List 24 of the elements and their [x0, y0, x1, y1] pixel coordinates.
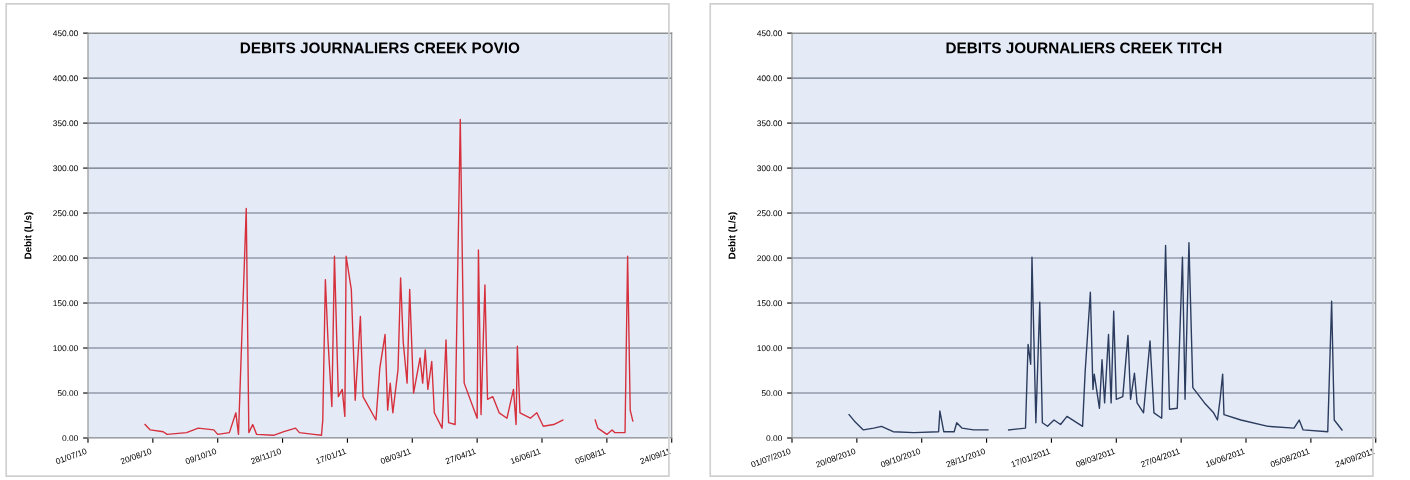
y-tick-label: 400.00	[52, 75, 78, 82]
y-tick-label: 200.00	[53, 255, 78, 262]
y-axis-title: Debit (L/s)	[24, 212, 34, 259]
y-tick-label: 0.00	[62, 435, 78, 442]
y-tick-label: 250.00	[53, 210, 78, 217]
y-tick-label: 300.00	[757, 165, 782, 172]
y-tick-label: 450.00	[52, 30, 78, 37]
y-tick-label: 300.00	[53, 165, 78, 172]
y-tick-label: 100.00	[757, 345, 782, 352]
y-tick-label: 150.00	[757, 300, 782, 307]
y-tick-label: 200.00	[757, 255, 782, 262]
y-tick-label: 250.00	[757, 210, 782, 217]
y-tick-label: 50.00	[57, 390, 78, 397]
y-tick-label: 0.00	[766, 435, 782, 442]
y-tick-label: 350.00	[53, 120, 78, 127]
y-tick-label: 50.00	[761, 390, 782, 397]
y-axis-title: Debit (L/s)	[728, 212, 738, 259]
y-tick-label: 100.00	[53, 345, 78, 352]
y-tick-label: 350.00	[757, 120, 782, 127]
y-tick-label: 150.00	[53, 300, 78, 307]
y-tick-label: 450.00	[756, 30, 782, 37]
y-tick-label: 400.00	[756, 75, 782, 82]
chart-title: DEBITS JOURNALIERS CREEK POVIO	[240, 42, 520, 54]
chart-title: DEBITS JOURNALIERS CREEK TITCH	[946, 42, 1222, 54]
